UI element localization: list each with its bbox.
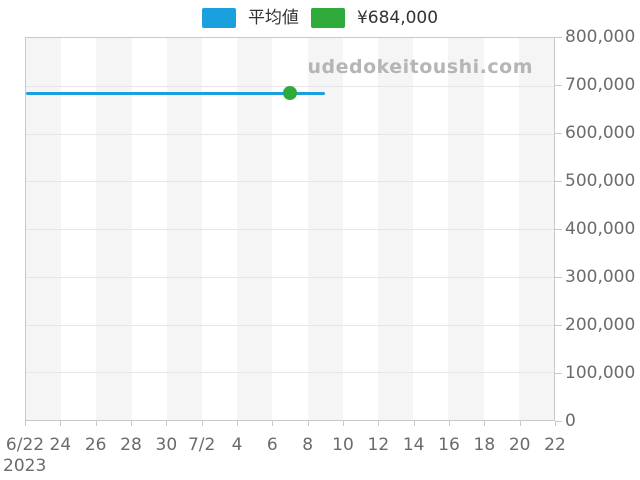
y-axis-tick <box>555 133 562 134</box>
x-axis-label: 28 <box>120 435 142 455</box>
x-axis-year-label: 2023 <box>3 456 47 476</box>
y-axis-label: 800,000 <box>565 27 636 47</box>
x-axis-label: 26 <box>84 435 107 455</box>
x-axis-tick <box>166 421 168 426</box>
y-gridline <box>26 181 554 183</box>
y-gridline <box>26 229 554 230</box>
x-axis-tick <box>95 421 97 426</box>
x-axis-tick <box>378 421 380 426</box>
x-axis-tick <box>272 421 274 426</box>
x-axis-tick <box>484 421 486 426</box>
y-gridline <box>26 372 554 374</box>
watermark-text: udedokeitoushi.com <box>307 56 533 78</box>
x-axis-tick <box>519 421 521 426</box>
y-axis-label: 300,000 <box>565 267 636 287</box>
x-axis-tick <box>343 421 344 426</box>
x-axis-label: 24 <box>49 435 72 455</box>
chart-legend: 平均値 ¥684,000 <box>0 8 640 28</box>
y-axis-tick <box>555 85 562 86</box>
x-axis-tick <box>237 421 238 426</box>
x-axis-label: 10 <box>332 435 354 455</box>
x-axis-label: 7/2 <box>187 435 216 455</box>
y-axis-tick <box>555 37 562 38</box>
legend-item-price[interactable]: ¥684,000 <box>310 8 439 28</box>
x-axis-tick <box>413 421 415 426</box>
x-axis-label: 6/22 <box>5 435 45 455</box>
legend-swatch-average <box>201 8 236 28</box>
x-axis-label: 8 <box>302 435 314 455</box>
y-axis-tick <box>555 277 562 278</box>
x-axis-tick <box>307 421 309 426</box>
x-axis-label: 14 <box>402 435 425 455</box>
y-gridline <box>26 133 554 135</box>
x-axis-label: 6 <box>266 435 278 455</box>
y-gridline <box>26 324 554 326</box>
y-axis-label: 400,000 <box>565 219 636 239</box>
x-axis-tick <box>555 421 556 426</box>
legend-swatch-price <box>310 8 345 28</box>
plot-area <box>25 37 555 421</box>
y-axis-tick <box>555 181 562 182</box>
x-axis-tick <box>449 421 450 426</box>
legend-item-average[interactable]: 平均値 <box>201 8 299 28</box>
y-axis-tick <box>555 373 562 374</box>
y-axis-label: 500,000 <box>565 171 636 191</box>
y-axis-label: 100,000 <box>565 363 636 383</box>
x-axis-label: 16 <box>438 435 460 455</box>
x-axis-tick <box>60 421 62 426</box>
x-axis-label: 22 <box>544 435 566 455</box>
series-point-latest[interactable] <box>283 86 297 101</box>
x-axis-label: 30 <box>155 435 178 455</box>
y-axis-label: 700,000 <box>565 75 636 95</box>
legend-label-price: ¥684,000 <box>356 8 439 28</box>
x-axis-label: 20 <box>508 435 531 455</box>
legend-label-average: 平均値 <box>247 8 299 28</box>
x-axis-label: 4 <box>231 435 243 455</box>
series-line-average[interactable] <box>26 91 326 95</box>
y-axis-label: 200,000 <box>565 315 636 335</box>
x-axis-tick <box>25 421 26 426</box>
y-gridline <box>26 276 554 278</box>
y-axis-tick <box>555 229 562 230</box>
y-axis-tick <box>555 325 562 326</box>
y-axis-tick <box>555 421 562 422</box>
x-axis-tick <box>131 421 132 426</box>
y-axis-label: 600,000 <box>565 123 636 143</box>
y-axis-label: 0 <box>565 411 576 431</box>
x-axis-tick <box>201 421 203 426</box>
x-axis-label: 18 <box>473 435 496 455</box>
y-gridline <box>26 85 554 87</box>
x-axis-label: 12 <box>367 435 390 455</box>
